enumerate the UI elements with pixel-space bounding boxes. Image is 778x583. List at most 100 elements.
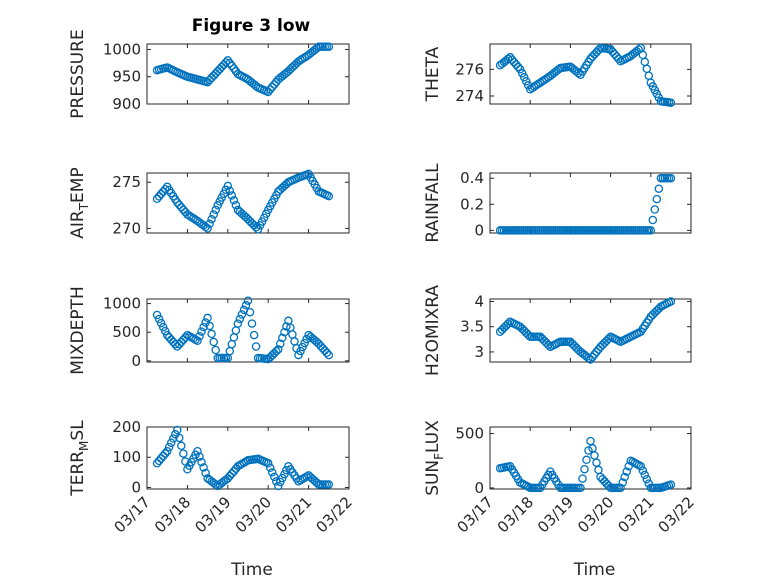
data-point bbox=[296, 346, 305, 356]
data-point bbox=[636, 461, 646, 471]
data-point bbox=[247, 319, 257, 328]
x-tick-label: 03/21 bbox=[614, 493, 657, 536]
data-point bbox=[241, 301, 251, 310]
data-point bbox=[207, 214, 216, 224]
data-point bbox=[594, 45, 603, 55]
x-tick-label: 03/18 bbox=[494, 493, 537, 536]
data-point bbox=[181, 333, 190, 342]
data-point bbox=[193, 336, 202, 346]
data-point bbox=[298, 342, 307, 352]
data-point bbox=[231, 200, 241, 210]
data-point bbox=[169, 434, 178, 443]
data-point bbox=[205, 321, 214, 331]
data-point bbox=[211, 205, 220, 215]
data-point bbox=[620, 472, 629, 482]
data-point bbox=[276, 339, 285, 348]
y-axis-label: MIXDEPTH bbox=[68, 286, 88, 375]
y-tick-label: 0.4 bbox=[460, 169, 484, 187]
data-point bbox=[519, 73, 529, 82]
data-point bbox=[265, 85, 275, 94]
y-tick-label: 4 bbox=[474, 293, 484, 311]
data-point bbox=[209, 210, 218, 219]
data-point bbox=[263, 459, 273, 468]
data-point bbox=[162, 446, 172, 456]
subplot-air-temp: 270 275 AIRTEMP bbox=[68, 167, 350, 239]
data-point bbox=[586, 355, 595, 364]
x-tick-label: 03/20 bbox=[232, 493, 275, 536]
y-tick-label: 0 bbox=[131, 352, 141, 370]
data-point bbox=[164, 442, 174, 452]
x-tick-label: 03/19 bbox=[534, 493, 577, 536]
data-point bbox=[166, 438, 176, 447]
series-markers bbox=[152, 425, 334, 491]
y-tick-label: 1000 bbox=[103, 40, 141, 58]
x-axis-label: Time bbox=[573, 560, 616, 580]
data-point bbox=[517, 69, 527, 78]
figure-title: Figure 3 low bbox=[192, 16, 311, 36]
y-axis-label: SUNFLUX bbox=[423, 420, 446, 496]
y-tick-label: 500 bbox=[112, 323, 141, 341]
data-point bbox=[638, 466, 648, 475]
data-point bbox=[515, 65, 525, 74]
data-point bbox=[324, 191, 334, 201]
data-point bbox=[201, 468, 210, 478]
data-point bbox=[622, 467, 631, 476]
series-markers bbox=[495, 436, 676, 493]
y-axis-label: THETA bbox=[423, 46, 443, 102]
subplot-mixdepth: 0 500 1000 MIXDEPTH bbox=[68, 286, 350, 375]
data-point bbox=[324, 350, 334, 360]
series-markers bbox=[152, 169, 334, 234]
data-point bbox=[265, 463, 275, 473]
y-axis-label: PRESSURE bbox=[68, 29, 88, 118]
y-tick-label: 275 bbox=[112, 173, 141, 191]
data-point bbox=[158, 322, 168, 332]
data-point bbox=[648, 215, 658, 225]
y-tick-label: 900 bbox=[112, 95, 141, 113]
data-point bbox=[237, 310, 247, 319]
data-point bbox=[156, 454, 166, 463]
data-point bbox=[654, 184, 664, 193]
x-axis-label: Time bbox=[230, 560, 273, 580]
y-tick-label: 950 bbox=[112, 68, 141, 86]
data-point bbox=[666, 98, 676, 107]
data-point bbox=[324, 42, 334, 51]
data-point bbox=[199, 322, 208, 332]
data-point bbox=[270, 472, 279, 482]
data-point bbox=[652, 194, 662, 204]
y-tick-label: 0 bbox=[131, 478, 141, 496]
data-point bbox=[233, 319, 243, 328]
data-point bbox=[156, 189, 166, 199]
data-point bbox=[205, 219, 214, 229]
data-point bbox=[160, 326, 170, 336]
data-point bbox=[209, 337, 218, 347]
x-tick-label: 03/17 bbox=[111, 493, 154, 536]
data-point bbox=[156, 318, 166, 328]
data-point bbox=[300, 338, 309, 348]
data-point bbox=[225, 471, 235, 481]
data-point bbox=[223, 181, 233, 191]
data-point bbox=[243, 296, 253, 305]
data-point bbox=[154, 314, 164, 324]
data-point bbox=[207, 329, 216, 339]
data-point bbox=[225, 186, 235, 195]
data-point bbox=[199, 463, 208, 472]
data-point bbox=[179, 449, 188, 458]
data-point bbox=[616, 483, 625, 493]
data-point bbox=[160, 184, 170, 194]
data-point bbox=[614, 54, 623, 64]
data-point bbox=[574, 68, 583, 78]
data-point bbox=[195, 452, 204, 461]
y-tick-label: 270 bbox=[112, 219, 141, 237]
data-point bbox=[544, 340, 553, 350]
data-point bbox=[584, 353, 593, 363]
data-point bbox=[634, 45, 643, 54]
x-tick-label: 03/20 bbox=[574, 493, 617, 536]
axes-box bbox=[489, 426, 692, 490]
data-point bbox=[578, 474, 587, 483]
data-point bbox=[211, 480, 220, 489]
y-axis-label: AIRTEMP bbox=[68, 167, 91, 238]
y-axis-label: H2OMIXRA bbox=[423, 285, 443, 376]
series-markers bbox=[152, 296, 334, 364]
